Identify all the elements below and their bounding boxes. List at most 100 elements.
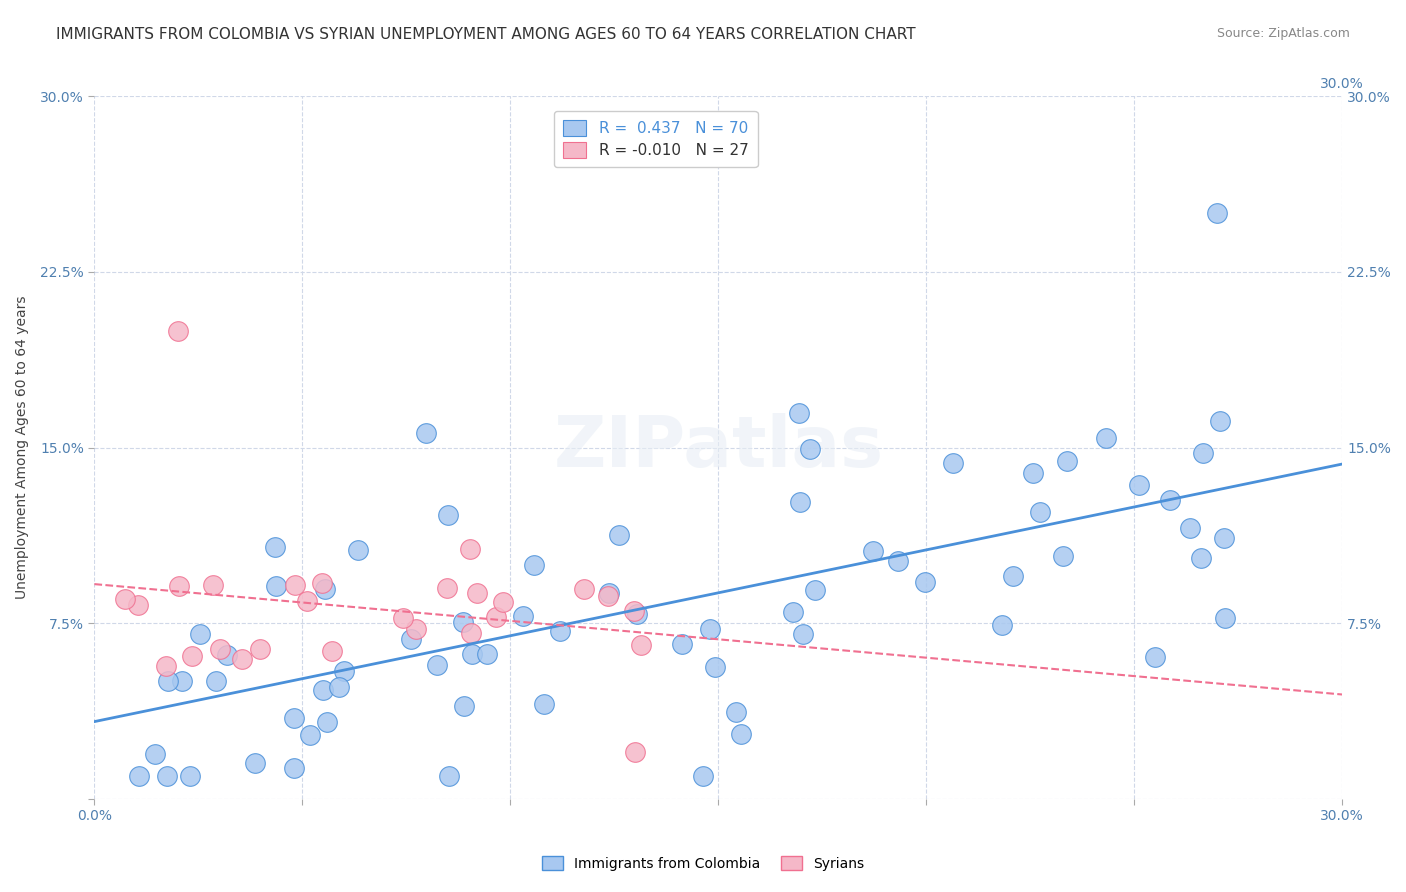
Syrians	[127, 599, 149, 613]
Immigrants from Colombia	[451, 615, 474, 630]
Immigrants from Colombia	[283, 761, 305, 775]
Immigrants from Colombia	[283, 711, 305, 725]
Immigrants from Colombia	[437, 508, 460, 522]
Immigrants from Colombia	[704, 660, 727, 674]
Immigrants from Colombia	[128, 769, 150, 783]
Immigrants from Colombia	[671, 637, 693, 651]
Immigrants from Colombia	[598, 586, 620, 600]
Immigrants from Colombia	[782, 605, 804, 619]
Immigrants from Colombia	[170, 673, 193, 688]
Immigrants from Colombia	[453, 698, 475, 713]
Immigrants from Colombia	[1206, 206, 1229, 220]
Immigrants from Colombia	[425, 657, 447, 672]
Immigrants from Colombia	[415, 425, 437, 440]
Syrians	[405, 623, 427, 637]
Syrians	[630, 639, 652, 653]
Syrians	[208, 641, 231, 656]
Syrians	[181, 649, 204, 664]
Immigrants from Colombia	[626, 607, 648, 621]
Immigrants from Colombia	[789, 495, 811, 509]
Syrians	[485, 609, 508, 624]
Immigrants from Colombia	[1002, 568, 1025, 582]
Syrians	[311, 576, 333, 591]
Immigrants from Colombia	[439, 769, 461, 783]
Immigrants from Colombia	[215, 648, 238, 662]
Syrians	[202, 577, 225, 591]
Immigrants from Colombia	[699, 623, 721, 637]
Immigrants from Colombia	[347, 542, 370, 557]
Immigrants from Colombia	[1056, 454, 1078, 468]
Immigrants from Colombia	[157, 673, 180, 688]
Immigrants from Colombia	[461, 647, 484, 661]
Immigrants from Colombia	[914, 575, 936, 590]
Legend: Immigrants from Colombia, Syrians: Immigrants from Colombia, Syrians	[537, 850, 869, 876]
Immigrants from Colombia	[1144, 649, 1167, 664]
Immigrants from Colombia	[243, 756, 266, 770]
Immigrants from Colombia	[205, 673, 228, 688]
Syrians	[391, 611, 413, 625]
Syrians	[167, 579, 190, 593]
Immigrants from Colombia	[263, 540, 285, 554]
Immigrants from Colombia	[533, 697, 555, 711]
Syrians	[624, 745, 647, 759]
Immigrants from Colombia	[1213, 611, 1236, 625]
Immigrants from Colombia	[1052, 549, 1074, 563]
Immigrants from Colombia	[1209, 414, 1232, 428]
Text: Source: ZipAtlas.com: Source: ZipAtlas.com	[1216, 27, 1350, 40]
Syrians	[460, 626, 482, 640]
Immigrants from Colombia	[143, 747, 166, 761]
Syrians	[295, 594, 318, 608]
Text: IMMIGRANTS FROM COLOMBIA VS SYRIAN UNEMPLOYMENT AMONG AGES 60 TO 64 YEARS CORREL: IMMIGRANTS FROM COLOMBIA VS SYRIAN UNEMP…	[56, 27, 915, 42]
Immigrants from Colombia	[156, 769, 179, 783]
Immigrants from Colombia	[190, 626, 212, 640]
Immigrants from Colombia	[1191, 446, 1213, 460]
Syrians	[574, 582, 596, 596]
Immigrants from Colombia	[804, 583, 827, 598]
Y-axis label: Unemployment Among Ages 60 to 64 years: Unemployment Among Ages 60 to 64 years	[15, 296, 30, 599]
Immigrants from Colombia	[328, 681, 350, 695]
Immigrants from Colombia	[941, 456, 963, 470]
Syrians	[436, 581, 458, 595]
Immigrants from Colombia	[607, 527, 630, 541]
Syrians	[596, 589, 619, 603]
Immigrants from Colombia	[730, 727, 752, 741]
Immigrants from Colombia	[314, 582, 336, 597]
Syrians	[492, 595, 515, 609]
Immigrants from Colombia	[1095, 431, 1118, 445]
Syrians	[284, 578, 307, 592]
Syrians	[114, 591, 136, 606]
Immigrants from Colombia	[1029, 505, 1052, 519]
Syrians	[155, 658, 177, 673]
Syrians	[231, 652, 253, 666]
Immigrants from Colombia	[792, 627, 814, 641]
Syrians	[321, 644, 343, 658]
Immigrants from Colombia	[724, 705, 747, 719]
Immigrants from Colombia	[332, 664, 354, 678]
Syrians	[467, 585, 489, 599]
Immigrants from Colombia	[787, 406, 810, 420]
Immigrants from Colombia	[266, 579, 288, 593]
Legend: R =  0.437   N = 70, R = -0.010   N = 27: R = 0.437 N = 70, R = -0.010 N = 27	[554, 111, 758, 168]
Immigrants from Colombia	[477, 647, 499, 661]
Immigrants from Colombia	[799, 442, 821, 457]
Immigrants from Colombia	[523, 558, 546, 572]
Immigrants from Colombia	[399, 632, 422, 646]
Immigrants from Colombia	[991, 618, 1014, 632]
Immigrants from Colombia	[548, 624, 571, 639]
Immigrants from Colombia	[179, 769, 201, 783]
Syrians	[623, 604, 645, 618]
Immigrants from Colombia	[312, 683, 335, 698]
Immigrants from Colombia	[315, 715, 337, 730]
Immigrants from Colombia	[1178, 521, 1201, 535]
Syrians	[166, 324, 188, 338]
Immigrants from Colombia	[299, 728, 322, 742]
Immigrants from Colombia	[1159, 493, 1181, 508]
Syrians	[458, 541, 481, 556]
Immigrants from Colombia	[692, 769, 714, 783]
Immigrants from Colombia	[1128, 478, 1150, 492]
Immigrants from Colombia	[1189, 550, 1212, 565]
Immigrants from Colombia	[887, 554, 910, 568]
Syrians	[249, 641, 271, 656]
Text: ZIPatlas: ZIPatlas	[554, 413, 883, 483]
Immigrants from Colombia	[512, 609, 534, 624]
